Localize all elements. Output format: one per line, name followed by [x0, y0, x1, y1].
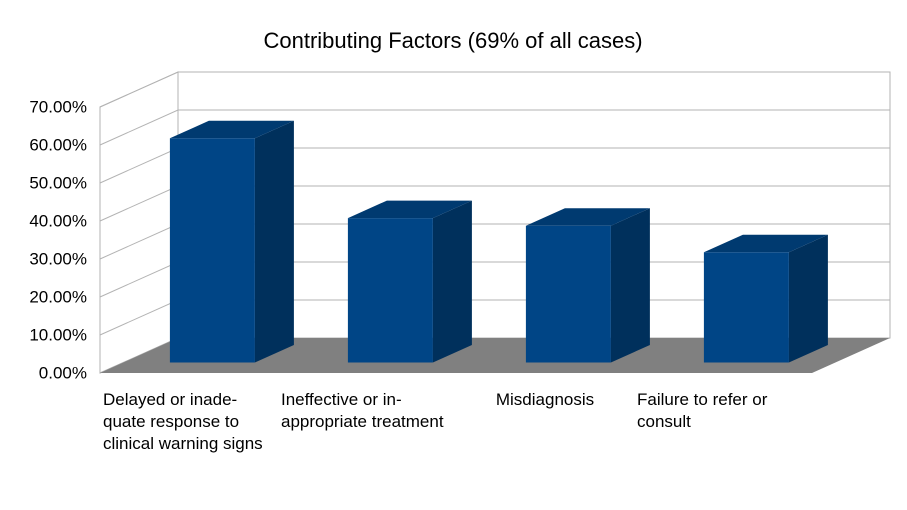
bar [703, 252, 789, 363]
bar-top [525, 208, 650, 226]
x-tick-label: Failure to refer or consult [637, 390, 768, 431]
bar-side [432, 200, 472, 363]
bar [169, 138, 255, 363]
bar-side [254, 120, 294, 363]
x-tick-label-box: Delayed or inade-quate response to clini… [100, 389, 278, 455]
bar [347, 218, 433, 363]
bar [525, 225, 611, 363]
x-tick-label-box: Ineffective or in-appropriate treatment [278, 389, 456, 433]
bar-side [788, 234, 828, 363]
grid-line [99, 71, 890, 108]
y-tick-label: 20.00% [29, 287, 87, 306]
y-tick-label: 0.00% [39, 363, 87, 382]
bar-top [703, 234, 828, 253]
bar-side [610, 208, 650, 363]
y-tick-label: 30.00% [29, 249, 87, 268]
x-tick-label: Ineffective or in-appropriate treatment [281, 390, 444, 431]
grid-line [99, 109, 890, 146]
bar-top [347, 200, 472, 219]
y-tick-label: 60.00% [29, 135, 87, 154]
y-tick-label: 70.00% [29, 97, 87, 116]
chart-title: Contributing Factors (69% of all cases) [263, 28, 642, 53]
y-tick-label: 50.00% [29, 173, 87, 192]
x-tick-label: Delayed or inade-quate response to clini… [103, 390, 263, 453]
left-wall [99, 71, 179, 374]
bar-top [169, 120, 294, 139]
y-tick-label: 40.00% [29, 211, 87, 230]
x-tick-label-box: Failure to refer or consult [634, 389, 812, 433]
y-tick-label: 10.00% [29, 325, 87, 344]
floor [100, 338, 890, 373]
x-tick-label: Misdiagnosis [495, 390, 595, 409]
x-tick-label-box: Misdiagnosis [456, 389, 634, 411]
